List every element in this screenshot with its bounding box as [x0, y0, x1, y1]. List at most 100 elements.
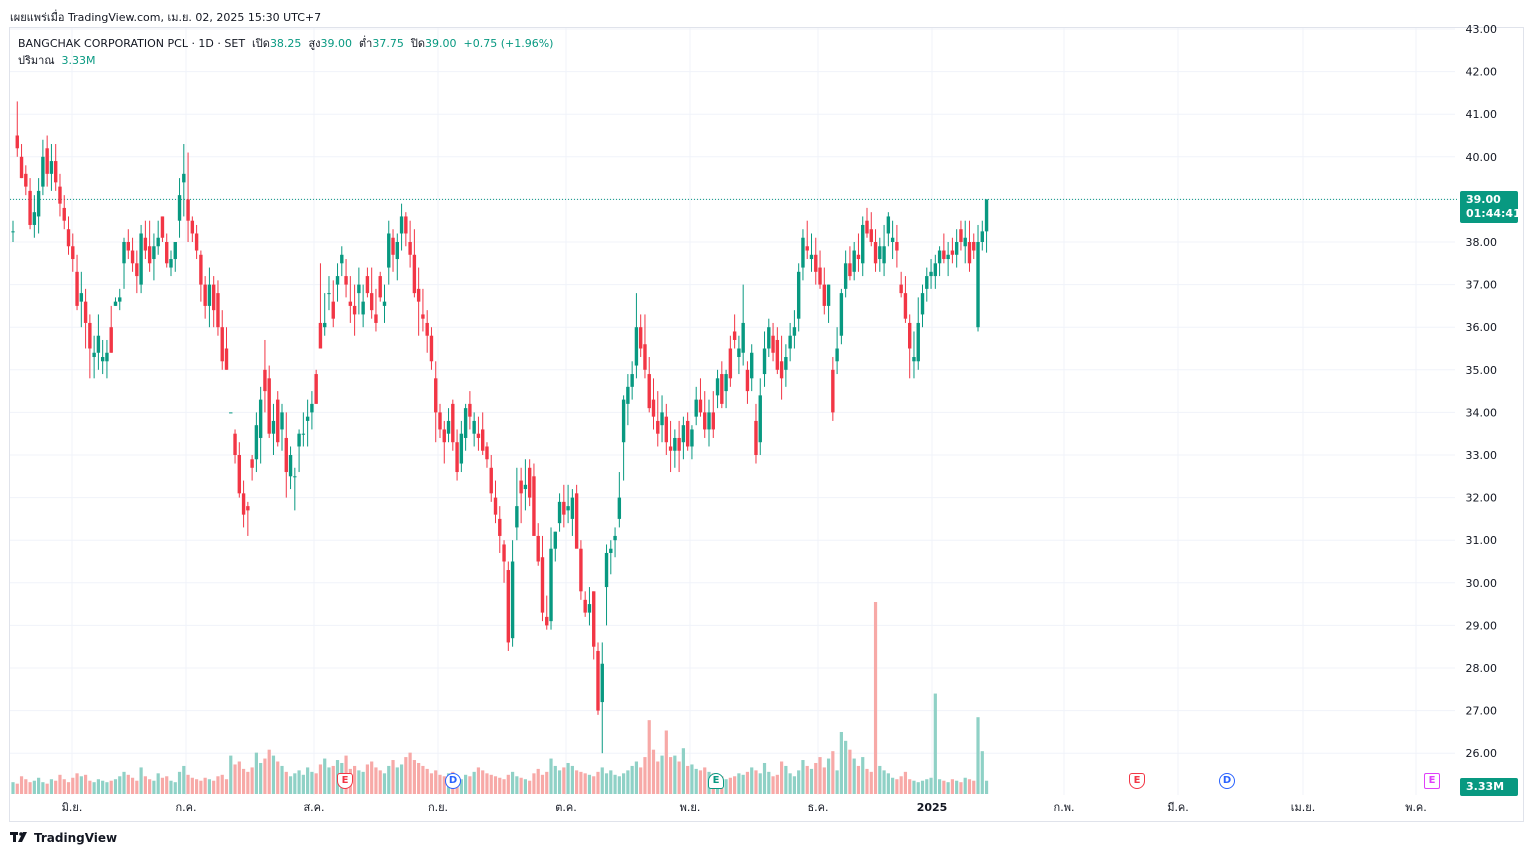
price-tick-label: 32.00 — [1466, 492, 1498, 505]
candle-body — [694, 399, 698, 417]
candle-body — [972, 242, 976, 251]
volume-bar — [442, 776, 446, 794]
volume-bar — [506, 774, 510, 794]
volume-bar — [177, 771, 182, 794]
volume-legend: ปริมาณ 3.33M — [18, 51, 96, 69]
candle-body — [954, 242, 959, 255]
candle-body — [732, 331, 737, 340]
earnings-event-icon[interactable]: E — [708, 773, 724, 789]
volume-bar — [229, 755, 233, 794]
candle-body — [869, 229, 873, 242]
volume-bar — [408, 752, 412, 794]
candle-body — [165, 242, 169, 264]
candle-body — [886, 216, 891, 234]
candle-body — [532, 476, 536, 536]
volume-bar — [510, 771, 515, 794]
candle-body — [681, 425, 686, 443]
price-tick-label: 29.00 — [1466, 619, 1498, 632]
volume-bar — [156, 773, 160, 794]
candle-body — [45, 148, 49, 174]
candle-body — [963, 237, 967, 247]
volume-bar — [677, 761, 681, 794]
volume-bar — [288, 776, 293, 794]
candle-body — [822, 284, 826, 306]
candle-body — [583, 599, 587, 613]
candle-body — [656, 420, 660, 434]
candle-body — [831, 369, 835, 413]
candle-body — [852, 250, 856, 272]
volume-bar — [762, 762, 767, 794]
ohlc-legend: BANGCHAK CORPORATION PCL · 1D · SET เปิด… — [18, 34, 553, 52]
candle-body — [160, 216, 165, 238]
candle-body — [216, 293, 220, 328]
candle-body — [66, 229, 71, 247]
volume-bar — [540, 774, 545, 794]
candle-body — [651, 399, 656, 417]
volume-bar — [848, 749, 852, 794]
last-price-tag: 39.00 01:44:41 — [1460, 191, 1521, 223]
candle-body — [498, 518, 502, 536]
volume-bar — [464, 774, 468, 794]
candle-body — [673, 437, 677, 451]
volume-bar — [421, 765, 425, 794]
candle-body — [818, 267, 822, 285]
candle-body — [271, 420, 276, 434]
price-tick-label: 40.00 — [1466, 151, 1498, 164]
volume-bar — [532, 773, 536, 794]
volume-bar — [903, 771, 908, 794]
volume-bar — [365, 764, 370, 794]
volume-bar — [327, 767, 331, 794]
candle-body — [288, 455, 293, 477]
volume-bar — [698, 770, 703, 794]
candle-body — [638, 327, 643, 349]
candle-body — [404, 216, 408, 234]
volume-bar — [250, 767, 254, 794]
bar-countdown: 01:44:41 — [1466, 207, 1521, 220]
candle-body — [937, 250, 942, 264]
dividend-event-icon[interactable]: D — [1219, 773, 1235, 789]
candle-body — [515, 506, 519, 528]
volume-bar — [967, 779, 972, 794]
volume-bar — [310, 771, 314, 794]
candle-body — [750, 352, 754, 379]
volume-bar — [562, 767, 566, 794]
tradingview-logo[interactable]: TradingView — [10, 831, 117, 845]
volume-bar — [186, 774, 190, 794]
future-earnings-event-icon[interactable]: E — [1424, 773, 1440, 789]
candle-body — [801, 237, 805, 268]
volume-bar — [750, 767, 754, 794]
candle-body — [754, 420, 758, 455]
volume-bar — [596, 771, 600, 794]
candle-body — [933, 263, 938, 277]
candle-body — [856, 254, 861, 260]
candle-body — [634, 327, 639, 366]
candle-body — [229, 412, 233, 414]
candle-body — [391, 237, 395, 255]
volume-bar — [622, 773, 626, 794]
volume-bar — [835, 770, 839, 794]
earnings-event-icon[interactable]: E — [1129, 773, 1145, 789]
volume-bar — [856, 765, 861, 794]
candle-body — [925, 276, 929, 289]
close-value: 39.00 — [425, 37, 457, 50]
earnings-event-icon[interactable]: E — [337, 773, 353, 789]
candle-body — [143, 237, 148, 251]
volume-bar — [62, 779, 66, 794]
change-value: +0.75 (+1.96%) — [463, 37, 554, 50]
volume-bar — [203, 777, 207, 794]
candle-body — [720, 374, 724, 404]
volume-bar — [826, 758, 831, 794]
candle-body — [71, 246, 75, 260]
candle-body — [118, 297, 122, 302]
dividend-event-icon[interactable]: D — [445, 773, 461, 789]
candle-body — [596, 650, 600, 711]
candle-body — [233, 433, 237, 455]
candle-body — [408, 242, 412, 255]
candle-body — [784, 357, 788, 370]
candle-body — [481, 429, 485, 451]
candle-body — [32, 212, 37, 225]
candle-body — [224, 348, 229, 370]
candle-body — [387, 233, 391, 268]
candle-body — [826, 284, 831, 306]
